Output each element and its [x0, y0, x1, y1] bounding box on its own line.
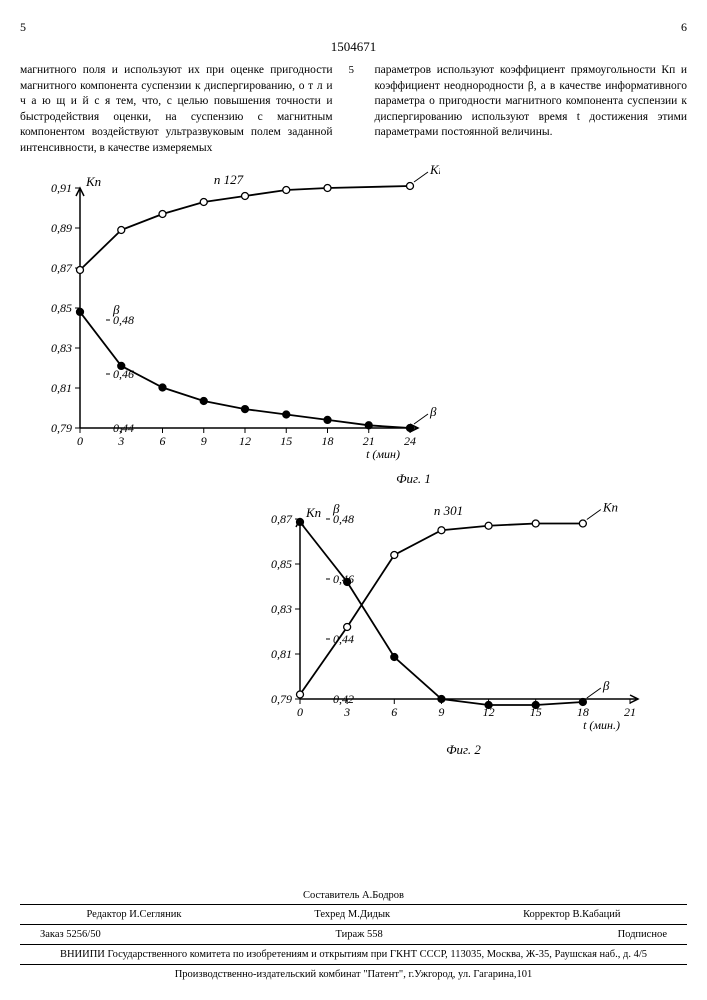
page-right: 6: [681, 20, 687, 35]
figure-1-svg: 0 3 6 9 12 15 18 21 24 t (мин) 0,79 0,81 0,83 0,85 0,8…: [20, 164, 440, 464]
corrector: Корректор В.Кабаций: [523, 909, 620, 920]
figure-2-svg: 036912151821t (мин.)0,790,810,830,850,87…: [240, 495, 660, 735]
footer-row-1: Редактор И.Сегляник Техред М.Дидык Корре…: [20, 904, 687, 925]
svg-text:0,89: 0,89: [51, 221, 72, 235]
subscription: Подписное: [618, 929, 667, 940]
figure-2: 036912151821t (мин.)0,790,810,830,850,87…: [240, 495, 687, 758]
svg-text:0,87: 0,87: [271, 512, 293, 526]
circulation: Тираж 558: [335, 929, 382, 940]
svg-text:Кп: Кп: [429, 164, 440, 177]
svg-text:18: 18: [322, 434, 334, 448]
figure-1-caption: Фиг. 1: [140, 471, 687, 487]
order: Заказ 5256/50: [40, 929, 101, 940]
svg-text:β: β: [112, 302, 120, 317]
footer-row-2: Заказ 5256/50 Тираж 558 Подписное: [20, 925, 687, 945]
svg-text:п 127: п 127: [214, 172, 244, 187]
page-numbers: 5 6: [20, 20, 687, 35]
svg-text:0: 0: [77, 434, 83, 448]
svg-text:0,85: 0,85: [271, 557, 292, 571]
svg-text:0,42: 0,42: [333, 692, 354, 706]
page-left: 5: [20, 20, 26, 35]
text-columns: магнитного поля и используют их при оцен…: [20, 63, 687, 156]
svg-text:Кп: Кп: [602, 500, 618, 515]
figure-2-caption: Фиг. 2: [240, 742, 687, 758]
svg-text:6: 6: [160, 434, 166, 448]
svg-text:t (мин.): t (мин.): [583, 718, 620, 732]
col-right: параметров используют коэффициент прямоу…: [375, 63, 688, 156]
svg-text:0,91: 0,91: [51, 181, 72, 195]
svg-text:Кп: Кп: [305, 505, 321, 520]
svg-text:Кп: Кп: [85, 174, 101, 189]
svg-text:15: 15: [280, 434, 292, 448]
techred: Техред М.Дидык: [314, 909, 390, 920]
printer: Производственно-издательский комбинат "П…: [20, 965, 687, 980]
svg-text:β: β: [602, 678, 610, 693]
svg-text:t (мин): t (мин): [366, 447, 400, 461]
svg-text:0,44: 0,44: [113, 421, 134, 435]
svg-text:3: 3: [117, 434, 124, 448]
svg-text:0,85: 0,85: [51, 301, 72, 315]
svg-text:0,83: 0,83: [271, 602, 292, 616]
svg-text:0: 0: [297, 705, 303, 719]
svg-text:9: 9: [201, 434, 207, 448]
svg-text:β: β: [429, 404, 437, 419]
figure-1: 0 3 6 9 12 15 18 21 24 t (мин) 0,79 0,81 0,83 0,85 0,8…: [20, 164, 687, 487]
svg-text:21: 21: [363, 434, 375, 448]
svg-text:0,83: 0,83: [51, 341, 72, 355]
svg-text:24: 24: [404, 434, 416, 448]
svg-text:п 301: п 301: [434, 503, 463, 518]
org: ВНИИПИ Государственного комитета по изоб…: [20, 945, 687, 965]
svg-text:0,79: 0,79: [51, 421, 72, 435]
svg-text:6: 6: [391, 705, 397, 719]
svg-text:0,81: 0,81: [271, 647, 292, 661]
svg-text:12: 12: [239, 434, 251, 448]
svg-text:β: β: [332, 501, 340, 516]
svg-text:18: 18: [577, 705, 589, 719]
svg-text:21: 21: [624, 705, 636, 719]
col-left: магнитного поля и используют их при оцен…: [20, 63, 333, 156]
editor: Редактор И.Сегляник: [86, 909, 181, 920]
svg-text:0,79: 0,79: [271, 692, 292, 706]
svg-text:3: 3: [343, 705, 350, 719]
svg-text:0,87: 0,87: [51, 261, 73, 275]
svg-text:9: 9: [438, 705, 444, 719]
doc-number: 1504671: [20, 39, 687, 55]
line-number-5: 5: [349, 63, 359, 156]
footer: Составитель А.Бодров Редактор И.Сегляник…: [20, 890, 687, 980]
svg-text:0,81: 0,81: [51, 381, 72, 395]
compiler: Составитель А.Бодров: [20, 890, 687, 904]
